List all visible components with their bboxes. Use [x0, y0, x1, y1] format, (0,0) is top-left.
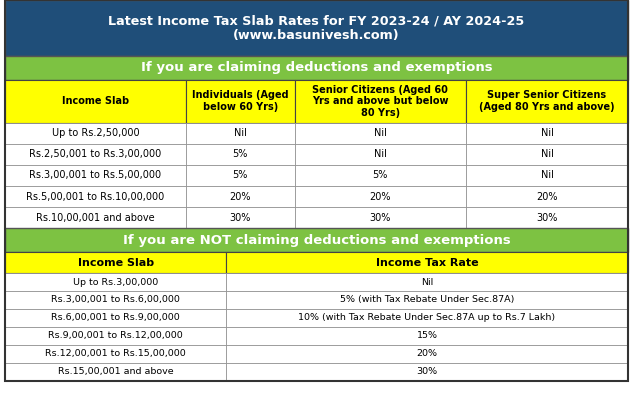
Text: Income Slab: Income Slab — [62, 96, 129, 106]
Text: 30%: 30% — [230, 213, 251, 223]
Bar — [185, 144, 295, 165]
Bar — [466, 207, 628, 228]
Text: Nil: Nil — [541, 128, 553, 138]
Bar — [226, 252, 628, 273]
Bar — [185, 165, 295, 186]
Text: Nil: Nil — [541, 171, 553, 180]
Bar — [226, 327, 628, 345]
Bar — [5, 80, 185, 123]
Text: 30%: 30% — [536, 213, 558, 223]
Bar — [185, 186, 295, 207]
Bar — [295, 144, 466, 165]
Text: Up to Rs.2,50,000: Up to Rs.2,50,000 — [51, 128, 139, 138]
Text: Nil: Nil — [374, 149, 387, 159]
Text: Nil: Nil — [421, 278, 433, 287]
Bar — [5, 291, 226, 309]
Bar — [466, 144, 628, 165]
Bar — [5, 273, 226, 291]
Text: Up to Rs.3,00,000: Up to Rs.3,00,000 — [73, 278, 158, 287]
Text: 5% (with Tax Rebate Under Sec.87A): 5% (with Tax Rebate Under Sec.87A) — [340, 295, 514, 304]
Bar — [185, 123, 295, 144]
Bar — [5, 363, 226, 381]
Text: If you are NOT claiming deductions and exemptions: If you are NOT claiming deductions and e… — [123, 234, 510, 247]
Text: Nil: Nil — [541, 149, 553, 159]
Bar — [5, 228, 628, 252]
Bar — [5, 327, 226, 345]
Bar — [5, 207, 185, 228]
Text: 10% (with Tax Rebate Under Sec.87A up to Rs.7 Lakh): 10% (with Tax Rebate Under Sec.87A up to… — [299, 313, 556, 322]
Bar — [295, 186, 466, 207]
Text: If you are claiming deductions and exemptions: If you are claiming deductions and exemp… — [141, 61, 492, 74]
Text: Nil: Nil — [234, 128, 247, 138]
Bar — [5, 186, 185, 207]
Bar — [466, 80, 628, 123]
Text: 15%: 15% — [417, 331, 437, 340]
Text: Income Tax Rate: Income Tax Rate — [376, 258, 479, 267]
Text: Rs.15,00,001 and above: Rs.15,00,001 and above — [58, 367, 173, 376]
Bar — [226, 345, 628, 363]
Bar — [226, 309, 628, 327]
Text: 20%: 20% — [229, 192, 251, 201]
Text: 20%: 20% — [536, 192, 558, 201]
Bar — [185, 80, 295, 123]
Text: Individuals (Aged
below 60 Yrs): Individuals (Aged below 60 Yrs) — [192, 90, 289, 112]
Text: Super Senior Citizens
(Aged 80 Yrs and above): Super Senior Citizens (Aged 80 Yrs and a… — [479, 90, 615, 112]
Bar — [226, 363, 628, 381]
Bar — [185, 207, 295, 228]
Bar — [226, 273, 628, 291]
Bar — [295, 80, 466, 123]
Text: 30%: 30% — [417, 367, 437, 376]
Bar — [5, 345, 226, 363]
Text: Rs.10,00,001 and above: Rs.10,00,001 and above — [36, 213, 154, 223]
Bar — [5, 123, 185, 144]
Bar — [226, 291, 628, 309]
Text: Rs.3,00,001 to Rs.6,00,000: Rs.3,00,001 to Rs.6,00,000 — [51, 295, 180, 304]
Text: Income Slab: Income Slab — [78, 258, 154, 267]
Bar — [295, 123, 466, 144]
Text: Senior Citizens (Aged 60
Yrs and above but below
80 Yrs): Senior Citizens (Aged 60 Yrs and above b… — [312, 85, 449, 118]
Bar — [5, 165, 185, 186]
Bar — [5, 252, 226, 273]
Bar — [5, 309, 226, 327]
Text: Rs.12,00,001 to Rs.15,00,000: Rs.12,00,001 to Rs.15,00,000 — [45, 349, 186, 358]
Bar — [466, 186, 628, 207]
Text: Latest Income Tax Slab Rates for FY 2023-24 / AY 2024-25
(www.basunivesh.com): Latest Income Tax Slab Rates for FY 2023… — [108, 14, 525, 42]
Bar — [5, 144, 185, 165]
Bar — [295, 165, 466, 186]
Text: Rs.5,00,001 to Rs.10,00,000: Rs.5,00,001 to Rs.10,00,000 — [26, 192, 165, 201]
Text: 20%: 20% — [370, 192, 391, 201]
Text: Nil: Nil — [374, 128, 387, 138]
Bar — [5, 0, 628, 56]
Text: Rs.2,50,001 to Rs.3,00,000: Rs.2,50,001 to Rs.3,00,000 — [29, 149, 161, 159]
Text: 5%: 5% — [232, 149, 248, 159]
Bar — [295, 207, 466, 228]
Text: 30%: 30% — [370, 213, 391, 223]
Text: Rs.9,00,001 to Rs.12,00,000: Rs.9,00,001 to Rs.12,00,000 — [48, 331, 183, 340]
Text: 20%: 20% — [417, 349, 437, 358]
Bar — [466, 123, 628, 144]
Bar — [466, 165, 628, 186]
Text: 5%: 5% — [373, 171, 388, 180]
Text: Rs.3,00,001 to Rs.5,00,000: Rs.3,00,001 to Rs.5,00,000 — [29, 171, 161, 180]
Text: Rs.6,00,001 to Rs.9,00,000: Rs.6,00,001 to Rs.9,00,000 — [51, 313, 180, 322]
Bar — [5, 56, 628, 80]
Text: 5%: 5% — [232, 171, 248, 180]
